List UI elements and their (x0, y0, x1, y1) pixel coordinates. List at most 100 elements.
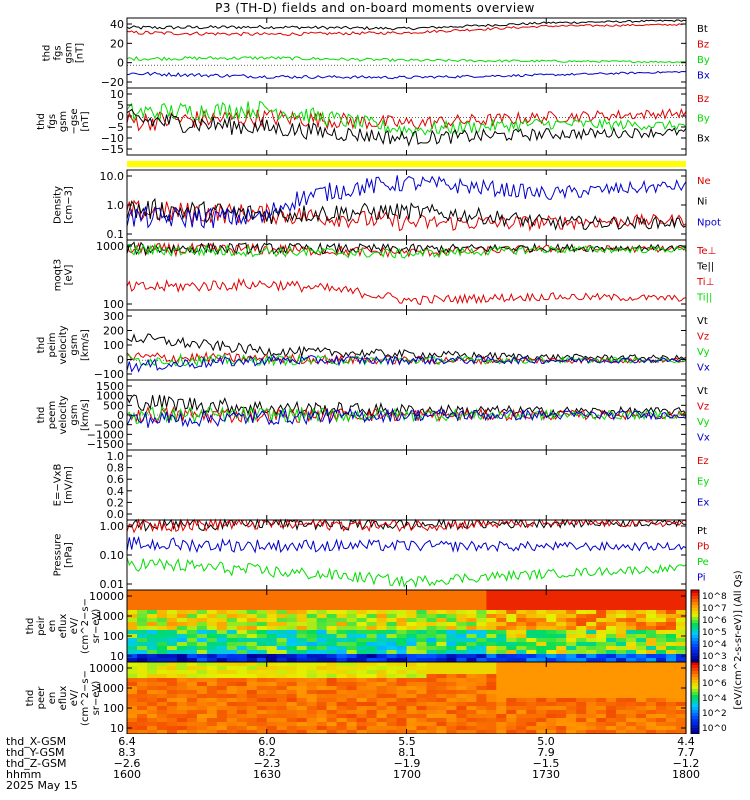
heatmap-cell (536, 606, 547, 611)
heatmap-cell (206, 694, 218, 699)
series-line-Vy (126, 405, 687, 425)
heatmap-cell (286, 674, 298, 679)
heatmap-cell (176, 714, 188, 719)
heatmap-cell (456, 710, 467, 715)
heatmap-cell (326, 678, 338, 683)
heatmap-cell (656, 686, 667, 691)
heatmap-cell (536, 610, 547, 615)
heatmap-cell (286, 650, 298, 655)
heatmap-cell (266, 626, 278, 631)
heatmap-cell (236, 598, 248, 603)
heatmap-cell (306, 666, 318, 671)
heatmap-cell (147, 714, 158, 719)
heatmap-cell (546, 690, 557, 695)
heatmap-cell (596, 606, 607, 611)
heatmap-cell (526, 718, 537, 723)
heatmap-cell (566, 662, 577, 667)
heatmap-cell (666, 662, 677, 667)
colorbar-cell (691, 602, 699, 606)
heatmap-cell (156, 710, 168, 715)
heatmap-cell (586, 730, 597, 734)
heatmap-cell (636, 678, 647, 683)
heatmap-cell (516, 678, 527, 683)
heatmap-cell (396, 630, 408, 635)
y-axis-label: en (47, 620, 58, 633)
heatmap-cell (576, 678, 587, 683)
heatmap-cell (266, 630, 278, 635)
heatmap-cell (186, 686, 198, 691)
heatmap-cell (646, 598, 657, 603)
heatmap-cell (626, 726, 637, 731)
heatmap-cell (426, 618, 438, 623)
heatmap-cell (576, 714, 587, 719)
heatmap-cell (576, 610, 587, 615)
heatmap-cell (446, 694, 457, 699)
heatmap-cell (147, 686, 158, 691)
heatmap-cell (166, 686, 178, 691)
heatmap-cell (246, 666, 258, 671)
heatmap-cell (656, 638, 667, 643)
heatmap-cell (566, 670, 577, 675)
legend-item: Bz (697, 40, 709, 51)
heatmap-cell (366, 658, 378, 663)
heatmap-cell (286, 606, 298, 611)
heatmap-cell (306, 698, 318, 703)
heatmap-cell (176, 686, 188, 691)
heatmap-cell (356, 634, 368, 639)
heatmap-cell (606, 654, 617, 659)
heatmap-cell (636, 590, 647, 595)
heatmap-cell (486, 594, 497, 599)
heatmap-cell (466, 670, 477, 675)
heatmap-cell (226, 634, 238, 639)
heatmap-cell (336, 662, 348, 667)
heatmap-cell (226, 702, 238, 707)
heatmap-cell (346, 726, 358, 731)
heatmap-cell (666, 658, 677, 663)
heatmap-cell (127, 622, 138, 627)
heatmap-cell (446, 654, 457, 659)
heatmap-cell (196, 638, 208, 643)
colorbar-cell (691, 641, 699, 645)
heatmap-cell (496, 706, 507, 711)
heatmap-cell (376, 606, 388, 611)
heatmap-cell (656, 618, 667, 623)
heatmap-cell (526, 618, 537, 623)
heatmap-cell (496, 698, 507, 703)
heatmap-cell (326, 618, 338, 623)
heatmap-cell (416, 646, 428, 651)
heatmap-cell (416, 598, 428, 603)
heatmap-cell (386, 726, 398, 731)
heatmap-cell (376, 654, 388, 659)
heatmap-cell (356, 650, 368, 655)
heatmap-cell (626, 590, 637, 595)
heatmap-cell (316, 670, 328, 675)
heatmap-cell (296, 614, 308, 619)
heatmap-cell (356, 710, 368, 715)
heatmap-cell (606, 606, 617, 611)
heatmap-cell (326, 614, 338, 619)
heatmap-cell (336, 590, 348, 595)
heatmap-cell (586, 662, 597, 667)
heatmap-cell (646, 642, 657, 647)
heatmap-cell (486, 650, 497, 655)
heatmap-cell (366, 606, 378, 611)
heatmap-cell (226, 638, 238, 643)
heatmap-cell (546, 678, 557, 683)
heatmap-cell (346, 678, 358, 683)
heatmap-cell (346, 662, 358, 667)
heatmap-cell (166, 598, 178, 603)
series-line-Vz (126, 351, 687, 366)
heatmap-cell (306, 634, 318, 639)
heatmap-cell (346, 710, 358, 715)
heatmap-cell (316, 726, 328, 731)
heatmap-cell (506, 730, 517, 734)
chart-title: P3 (TH-D) fields and on-board moments ov… (215, 1, 535, 15)
heatmap-cell (556, 658, 567, 663)
heatmap-cell (496, 662, 507, 667)
heatmap-cell (386, 714, 398, 719)
heatmap-cell (436, 698, 447, 703)
heatmap-cell (676, 642, 687, 647)
heatmap-cell (156, 634, 168, 639)
heatmap-cell (186, 682, 198, 687)
heatmap-cell (386, 674, 398, 679)
